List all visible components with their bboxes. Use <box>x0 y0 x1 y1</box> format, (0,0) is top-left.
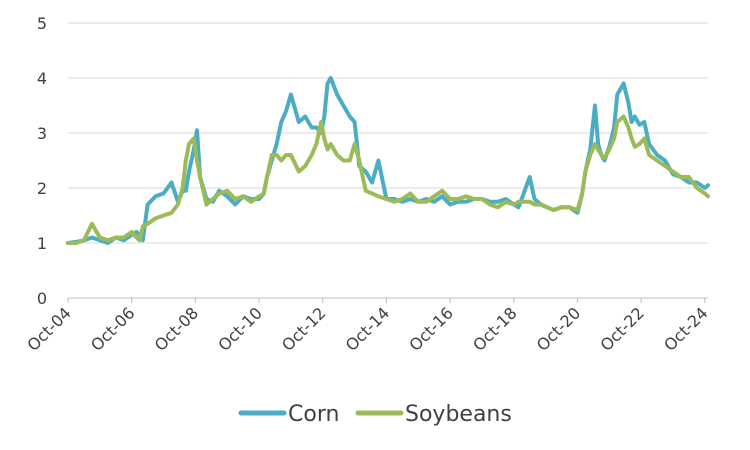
x-axis <box>67 297 708 303</box>
legend: Corn Soybeans <box>238 402 512 427</box>
x-tick-label: Oct-06 <box>87 303 138 354</box>
x-tick-label: Oct-12 <box>278 303 329 354</box>
x-tick-label: Oct-22 <box>596 303 647 354</box>
y-tick-label: 2 <box>37 179 47 198</box>
x-tick-label: Oct-18 <box>469 303 520 354</box>
y-tick-label: 1 <box>37 234 47 253</box>
y-tick-label: 3 <box>37 124 47 143</box>
x-tick-label: Oct-16 <box>405 303 456 354</box>
legend-label-corn: Corn <box>288 402 339 427</box>
x-axis-tick-labels: Oct-04 Oct-06 Oct-08 Oct-10 Oct-12 Oct-14 Oct-… <box>23 303 711 354</box>
x-tick-label: Oct-10 <box>214 303 265 354</box>
series-lines <box>66 76 710 245</box>
y-tick-label: 5 <box>37 14 47 33</box>
y-axis-tick-labels: 0 1 2 3 4 5 <box>37 14 47 308</box>
y-tick-label: 4 <box>37 69 47 88</box>
legend-label-soybeans: Soybeans <box>405 402 512 427</box>
x-tick-label: Oct-04 <box>23 303 74 354</box>
x-tick-label: Oct-20 <box>533 303 584 354</box>
series-line-corn <box>66 76 710 245</box>
x-tick-label: Oct-08 <box>151 303 202 354</box>
y-tick-label: 0 <box>37 289 47 308</box>
x-tick-label: Oct-24 <box>660 303 711 354</box>
series-line-soybeans <box>66 114 710 245</box>
x-tick-label: Oct-14 <box>342 303 393 354</box>
